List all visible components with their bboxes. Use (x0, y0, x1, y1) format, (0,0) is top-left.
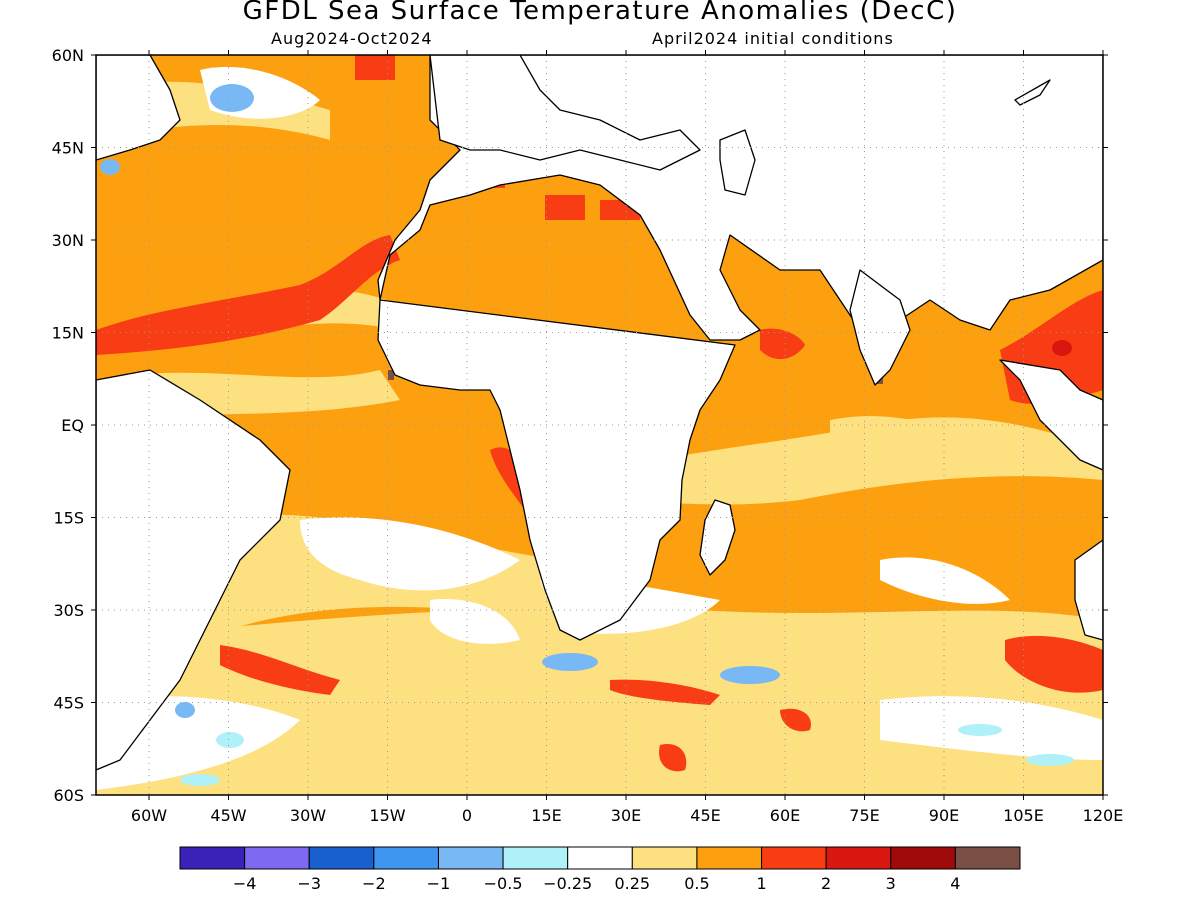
lon-label: 60W (131, 806, 167, 825)
colorbar-swatch (825, 846, 892, 870)
southeast-asia-land (999, 359, 1103, 471)
lon-label: 75E (849, 806, 879, 825)
initial-conditions: April2024 initial conditions (652, 29, 894, 48)
lon-label: 105E (1003, 806, 1044, 825)
lon-label: 30W (290, 806, 326, 825)
africa-eurasia-land (377, 55, 1103, 641)
colorbar-label: 3 (886, 874, 896, 893)
colorbar-label: 0.5 (684, 874, 709, 893)
caspian-sea (719, 129, 756, 196)
lon-label: 120E (1083, 806, 1124, 825)
colorbar-swatch (761, 846, 827, 870)
anomaly-2-3-areas (1052, 340, 1072, 356)
lon-label: 15W (369, 806, 405, 825)
anomaly-negative-areas (100, 84, 780, 718)
lat-label: 45S (53, 694, 84, 713)
colorbar-label: −3 (297, 874, 321, 893)
colorbar-label: 4 (950, 874, 960, 893)
latitude-labels: 60N 45N 30N 15N EQ 15S 30S 45S 60S (52, 46, 84, 805)
colorbar-swatch (631, 846, 698, 870)
colorbar-swatch (890, 846, 956, 870)
forecast-period: Aug2024-Oct2024 (271, 29, 433, 48)
lat-label: 30S (53, 601, 84, 620)
colorbar-label: 2 (821, 874, 831, 893)
longitude-labels: 60W 45W 30W 15W 0 15E 30E 45E 60E 75E 90E 105E 120E (131, 806, 1123, 825)
lat-label: 45N (52, 139, 84, 158)
anomaly-slight-negative-areas (180, 724, 1074, 786)
lat-label: 30N (52, 231, 84, 250)
colorbar-label: −4 (233, 874, 257, 893)
australia-land (1074, 539, 1103, 641)
colorbar-swatch (244, 846, 310, 870)
svalbard-island (1014, 79, 1051, 106)
lat-label: 15S (53, 509, 84, 528)
lon-label: 0 (462, 806, 472, 825)
colorbar-swatch (954, 846, 1021, 870)
madagascar-land (699, 499, 736, 576)
colorbar-label: −2 (362, 874, 386, 893)
europe-land (429, 55, 701, 171)
colorbar-label: 1 (756, 874, 766, 893)
land-masses (96, 55, 1103, 771)
colorbar-swatch (308, 846, 375, 870)
colorbar-label: −1 (427, 874, 451, 893)
lon-label: 60E (770, 806, 800, 825)
colorbar-swatch (373, 846, 439, 870)
colorbar-swatch (179, 846, 246, 870)
lon-label: 90E (929, 806, 959, 825)
colorbar-label: −0.25 (543, 874, 592, 893)
lon-label: 45E (690, 806, 720, 825)
colorbar-swatch (696, 846, 763, 870)
lat-label: 60S (53, 786, 84, 805)
lon-label: 30E (611, 806, 641, 825)
lon-label: 15E (531, 806, 561, 825)
india-land (849, 269, 911, 386)
north-america-land (96, 55, 181, 161)
lat-label: 60N (52, 46, 84, 65)
axis-ticks (91, 50, 1108, 800)
colorbar-label: 0.25 (614, 874, 650, 893)
lat-label: 15N (52, 324, 84, 343)
lon-label: 45W (210, 806, 246, 825)
colorbar-labels: −4 −3 −2 −1 −0.5 −0.25 0.25 0.5 1 2 3 4 (233, 874, 961, 893)
map-plot-area (96, 55, 1103, 795)
colorbar-swatch (437, 846, 504, 870)
colorbar-swatch (567, 846, 633, 870)
colorbar-label: −0.5 (484, 874, 523, 893)
colorbar-swatch (502, 846, 569, 870)
map-title: GFDL Sea Surface Temperature Anomalies (… (242, 0, 958, 26)
colorbar (179, 846, 1021, 870)
south-america-land (96, 369, 291, 771)
lat-label: EQ (61, 416, 84, 435)
